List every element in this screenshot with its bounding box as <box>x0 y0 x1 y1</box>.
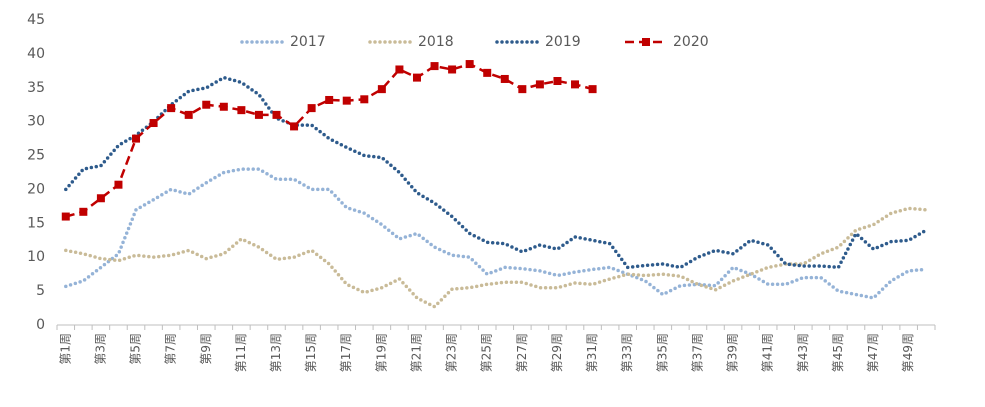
point-marker <box>61 212 70 221</box>
y-tick-label: 40 <box>27 46 45 62</box>
x-tick-label: 第11周 <box>234 333 248 372</box>
x-tick-label: 第43周 <box>796 333 810 372</box>
legend-label: 2018 <box>418 34 454 50</box>
point-marker <box>290 122 299 131</box>
y-tick-label: 15 <box>27 215 45 231</box>
x-tick-label: 第1周 <box>58 333 72 365</box>
legend-label: 2020 <box>673 34 709 50</box>
x-tick-label: 第19周 <box>374 333 388 372</box>
legend-label: 2019 <box>545 34 581 50</box>
point-marker <box>395 65 404 74</box>
legend-label: 2017 <box>290 34 326 50</box>
point-marker <box>167 104 176 113</box>
x-tick-label: 第5周 <box>129 333 143 365</box>
point-marker <box>254 110 263 119</box>
series-line <box>64 75 928 270</box>
series-line <box>64 167 928 300</box>
point-marker <box>483 68 492 77</box>
point-marker <box>377 85 386 94</box>
x-tick-label: 第37周 <box>690 333 704 372</box>
point-marker <box>132 134 141 143</box>
point-marker <box>96 194 105 203</box>
x-tick-label: 第25周 <box>480 333 494 372</box>
point-marker <box>342 96 351 105</box>
y-tick-label: 25 <box>27 148 45 164</box>
x-tick-label: 第47周 <box>866 333 880 372</box>
point-marker <box>202 100 211 109</box>
point-marker <box>325 95 334 104</box>
x-tick-label: 第39周 <box>726 333 740 372</box>
point-marker <box>430 62 439 71</box>
point-marker <box>219 102 228 111</box>
legend-marker <box>642 38 650 46</box>
x-tick-label: 第7周 <box>164 333 178 365</box>
series-line <box>65 62 593 218</box>
point-marker <box>360 95 369 104</box>
x-tick-label: 第45周 <box>831 333 845 372</box>
x-tick-label: 第35周 <box>655 333 669 372</box>
x-tick-label: 第9周 <box>199 333 213 365</box>
point-marker <box>149 119 158 128</box>
point-marker <box>553 77 562 85</box>
y-tick-label: 45 <box>27 12 45 28</box>
y-tick-label: 20 <box>27 181 45 197</box>
point-marker <box>272 110 281 119</box>
y-tick-label: 10 <box>27 249 45 265</box>
point-marker <box>588 85 597 94</box>
x-tick-label: 第31周 <box>585 333 599 372</box>
point-marker <box>412 73 421 82</box>
y-tick-label: 35 <box>27 80 45 96</box>
y-tick-label: 0 <box>36 317 45 333</box>
x-tick-label: 第33周 <box>620 333 634 372</box>
y-tick-label: 5 <box>36 283 45 299</box>
point-marker <box>500 74 509 83</box>
point-marker <box>465 60 474 69</box>
point-marker <box>535 80 544 89</box>
y-tick-label: 30 <box>27 114 45 130</box>
point-marker <box>237 106 246 115</box>
x-tick-label: 第41周 <box>761 333 775 372</box>
point-marker <box>79 207 88 216</box>
x-tick-label: 第15周 <box>304 333 318 372</box>
x-tick-label: 第13周 <box>269 333 283 372</box>
point-marker <box>448 65 457 74</box>
point-marker <box>114 180 123 189</box>
point-marker <box>518 85 527 94</box>
point-marker <box>307 104 316 113</box>
point-marker <box>571 80 580 89</box>
x-tick-label: 第49周 <box>901 333 915 372</box>
x-tick-label: 第21周 <box>409 333 423 372</box>
x-tick-label: 第17周 <box>339 333 353 372</box>
x-tick-label: 第23周 <box>445 333 459 372</box>
point-marker <box>184 110 193 119</box>
x-tick-label: 第27周 <box>515 333 529 372</box>
x-tick-label: 第29周 <box>550 333 564 372</box>
x-tick-label: 第3周 <box>93 333 107 365</box>
series-line <box>64 206 928 309</box>
